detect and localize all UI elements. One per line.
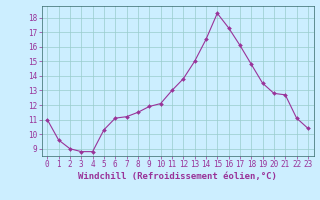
X-axis label: Windchill (Refroidissement éolien,°C): Windchill (Refroidissement éolien,°C) bbox=[78, 172, 277, 181]
